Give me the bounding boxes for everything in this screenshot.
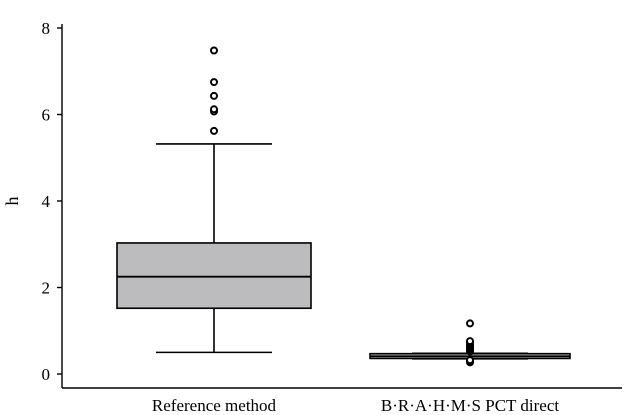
y-tick-label: 6 — [42, 106, 51, 125]
outlier-point — [466, 319, 474, 328]
y-tick-label: 0 — [42, 365, 51, 384]
outlier-point — [210, 126, 218, 135]
box-iqr — [116, 242, 312, 310]
y-tick-label: 4 — [42, 192, 51, 211]
outlier-point — [210, 91, 218, 100]
x-tick-label: B·R·A·H·M·S PCT direct — [381, 396, 559, 415]
outlier-point — [466, 337, 474, 346]
y-tick-label: 8 — [42, 19, 51, 38]
box-group — [116, 46, 312, 354]
outlier-point — [210, 46, 218, 55]
y-tick-label: 2 — [42, 279, 51, 298]
outlier-point — [210, 105, 218, 114]
box-group — [369, 319, 571, 367]
outlier-point — [210, 78, 218, 87]
y-axis-label: h — [2, 197, 22, 206]
axes: 0 2 4 6 8 Reference method B·R·A·H·M·S PCT dir… — [42, 19, 622, 415]
x-tick-label: Reference method — [152, 396, 277, 415]
plot-area — [116, 46, 571, 367]
outlier-point — [466, 356, 474, 365]
